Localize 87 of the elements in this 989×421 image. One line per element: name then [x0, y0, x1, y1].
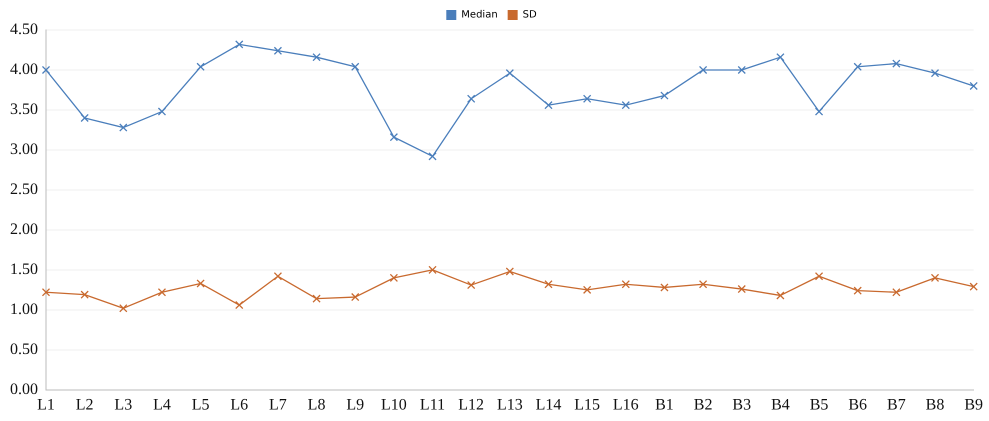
point [80, 114, 89, 122]
x-tick-label: B3 [732, 396, 752, 414]
x-tick-label: L2 [76, 396, 94, 414]
x-tick-label: L3 [114, 396, 132, 414]
x-tick-label: L10 [380, 396, 407, 414]
x-tick-label: L7 [269, 396, 287, 414]
y-tick-label: 0.00 [10, 381, 38, 398]
point [660, 283, 669, 292]
point [158, 288, 166, 296]
point [390, 274, 398, 282]
x-tick-label: B1 [655, 396, 674, 414]
y-tick-label: 1.50 [10, 261, 38, 278]
x-tick-label: L6 [230, 396, 248, 414]
point [776, 53, 785, 62]
legend-label: Median [461, 10, 498, 21]
x-tick-label: L13 [496, 396, 523, 414]
point [80, 290, 89, 299]
point [814, 107, 824, 116]
point [892, 59, 901, 68]
y-tick-label: 1.00 [10, 301, 38, 318]
y-tick-label: 3.50 [10, 101, 38, 118]
y-tick-label: 4.50 [10, 21, 38, 38]
point [660, 91, 669, 100]
point [582, 286, 592, 294]
x-tick-label: B5 [810, 396, 828, 414]
point [544, 280, 553, 288]
x-tick-label: L9 [346, 396, 364, 414]
point [738, 66, 746, 74]
point [969, 282, 978, 291]
point [196, 62, 205, 71]
point [930, 68, 940, 78]
point [42, 288, 50, 296]
x-tick-label: B8 [926, 396, 944, 414]
point [698, 280, 708, 288]
point [119, 123, 128, 132]
point [235, 40, 244, 49]
x-tick-label: L14 [536, 396, 562, 414]
point [892, 288, 901, 296]
y-tick-label: 3.00 [10, 141, 38, 158]
point [196, 279, 205, 288]
point [466, 94, 476, 103]
point [119, 304, 128, 312]
point [854, 286, 862, 295]
point [428, 266, 437, 274]
point [738, 284, 746, 294]
point [235, 300, 244, 310]
y-tick-label: 2.00 [10, 221, 38, 238]
point [158, 107, 166, 116]
point [930, 274, 940, 282]
point [466, 280, 476, 290]
point [351, 62, 360, 71]
x-tick-label: B9 [964, 396, 983, 414]
point [312, 53, 321, 62]
point [622, 280, 630, 288]
point [274, 46, 282, 55]
x-tick-label: L11 [420, 396, 446, 414]
x-tick-label: L15 [574, 396, 600, 414]
x-tick-label: L12 [458, 396, 484, 414]
x-tick-label: L8 [308, 396, 326, 414]
legend-label: SD [522, 10, 538, 21]
point [506, 267, 514, 276]
y-tick-label: 0.50 [10, 341, 38, 358]
x-tick-label: L4 [153, 396, 171, 414]
x-tick-label: L5 [192, 396, 210, 414]
point [428, 152, 437, 161]
x-tick-label: L1 [37, 396, 55, 414]
point [351, 292, 360, 302]
point [776, 291, 785, 300]
point [274, 272, 282, 280]
x-tick-label: B4 [771, 396, 790, 414]
point [698, 66, 708, 74]
y-tick-label: 4.00 [10, 61, 38, 78]
point [854, 62, 862, 71]
x-tick-label: B7 [887, 396, 906, 414]
x-tick-label: L16 [612, 396, 639, 414]
point [582, 94, 592, 103]
point [814, 272, 824, 280]
point [390, 132, 398, 142]
x-tick-label: B6 [848, 396, 868, 414]
point [622, 100, 630, 110]
point [506, 68, 514, 78]
y-tick-label: 2.50 [10, 181, 38, 198]
point [312, 294, 321, 303]
point [969, 82, 978, 90]
point [42, 66, 50, 74]
x-tick-label: B2 [694, 396, 712, 414]
point [544, 100, 553, 110]
